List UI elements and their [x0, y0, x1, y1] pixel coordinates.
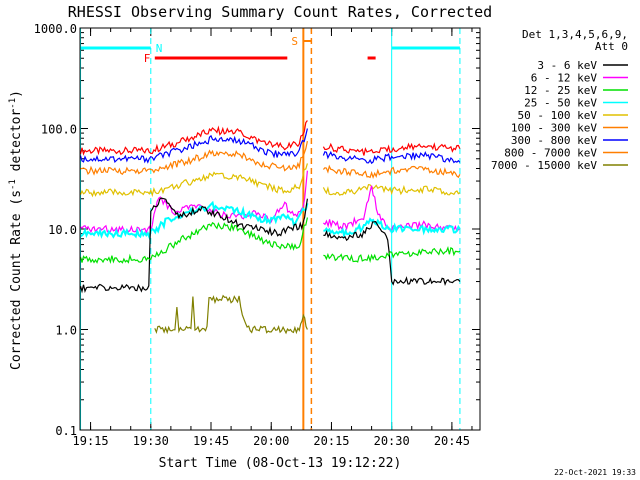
series-line: [322, 142, 461, 156]
night-label: N: [156, 42, 163, 55]
y-axis-label-mid: detector: [9, 109, 24, 180]
legend-entry-label: 800 - 7000 keV: [504, 147, 597, 160]
y-tick-label: 1.0: [55, 324, 77, 338]
saa-label: S: [291, 35, 298, 48]
y-tick-label: 10.0: [48, 223, 77, 237]
series-line: [322, 184, 461, 196]
x-tick-label: 20:30: [374, 434, 410, 448]
y-axis-label-sup1: -1: [8, 179, 18, 190]
legend-header-2: Att 0: [595, 40, 628, 53]
series-line: [323, 217, 461, 240]
x-tick-label: 20:45: [434, 434, 470, 448]
series-line: [322, 150, 461, 165]
legend-entry-label: 25 - 50 keV: [524, 97, 597, 110]
legend-entry-label: 6 - 12 keV: [531, 72, 598, 85]
x-tick-label: 19:45: [193, 434, 229, 448]
legend-entry-label: 3 - 6 keV: [537, 59, 597, 72]
legend-entry-label: 12 - 25 keV: [524, 84, 597, 97]
legend-entry-label: 50 - 100 keV: [518, 109, 598, 122]
series-line: [79, 128, 308, 164]
y-axis-label-sup2: -1: [8, 98, 18, 109]
x-tick-label: 19:15: [73, 434, 109, 448]
legend-entry-label: 7000 - 15000 keV: [491, 159, 597, 172]
marker-lines: NF S: [80, 28, 461, 430]
series-lines: [79, 120, 461, 335]
y-tick-label: 1000.0: [34, 22, 77, 36]
series-line: [79, 217, 308, 264]
y-axis-label-main: Corrected Count Rate (s: [9, 190, 24, 370]
legend-header-1: Det 1,3,4,5,6,9,: [522, 28, 628, 41]
y-tick-label: 100.0: [41, 123, 77, 137]
series-line: [322, 164, 461, 180]
series-line: [323, 245, 461, 264]
series-line: [323, 220, 461, 287]
legend-entry-label: 100 - 300 keV: [511, 122, 597, 135]
series-line: [323, 185, 461, 233]
footer-timestamp: 22-Oct-2021 19:33: [554, 468, 636, 477]
legend-entry-label: 300 - 800 keV: [511, 134, 597, 147]
series-line: [79, 197, 308, 294]
x-tick-label: 20:00: [253, 434, 289, 448]
y-axis-label: Corrected Count Rate (s-1 detector-1): [8, 90, 24, 370]
flare-label: F: [144, 52, 151, 65]
series-line: [154, 294, 308, 335]
y-tick-label: 0.1: [55, 424, 77, 438]
x-tick-label: 19:30: [133, 434, 169, 448]
series-line: [79, 120, 308, 156]
chart-title: RHESSI Observing Summary Count Rates, Co…: [68, 3, 492, 21]
x-tick-label: 20:15: [313, 434, 349, 448]
series-line: [79, 163, 308, 198]
y-axis-label-end: ): [9, 90, 24, 98]
x-axis-label: Start Time (08-Oct-13 19:12:22): [159, 456, 402, 471]
series-line: [80, 140, 308, 176]
plot-frame: [79, 27, 481, 431]
